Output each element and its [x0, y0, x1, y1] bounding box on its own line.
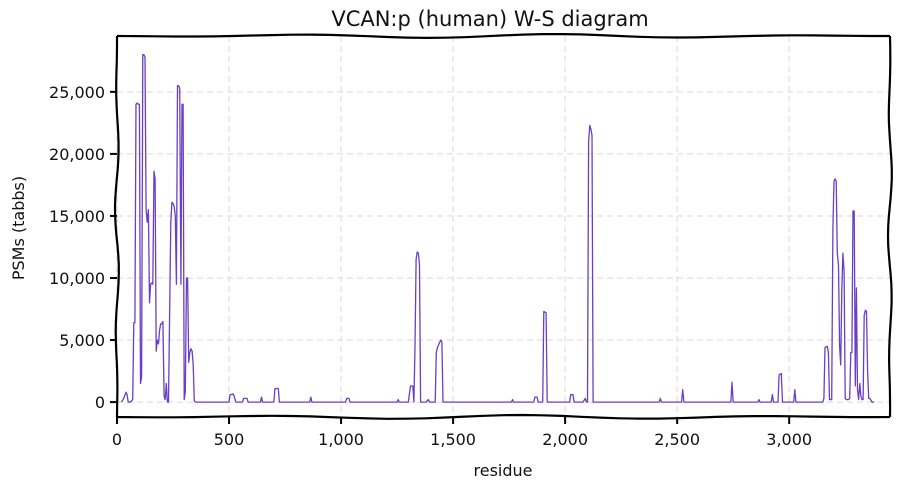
chart-title: VCAN:p (human) W-S diagram [331, 7, 648, 31]
series-layer [120, 53, 875, 403]
x-tick-label: 3,000 [766, 430, 812, 449]
plot-frame [113, 33, 893, 420]
x-tick-label: 2,000 [542, 430, 588, 449]
y-tick-label: 5,000 [59, 331, 105, 350]
x-tick-label: 0 [112, 430, 122, 449]
series-line-0 [120, 53, 875, 403]
x-tick-label: 1,500 [430, 430, 476, 449]
x-tick-label: 500 [214, 430, 245, 449]
y-tick-label: 0 [95, 393, 105, 412]
y-tick-label: 25,000 [49, 83, 105, 102]
x-tick-label: 2,500 [654, 430, 700, 449]
y-axis-ticks: 0 5,000 10,000 15,000 20,000 25,000 [49, 83, 117, 412]
x-axis-label: residue [474, 461, 533, 480]
x-tick-label: 1,000 [318, 430, 364, 449]
x-axis-ticks: 0 500 1,000 1,500 2,000 2,500 3,000 [112, 417, 812, 449]
y-axis-label: PSMs (tabbs) [9, 176, 28, 280]
y-tick-label: 15,000 [49, 207, 105, 226]
y-tick-label: 10,000 [49, 269, 105, 288]
y-tick-label: 20,000 [49, 145, 105, 164]
